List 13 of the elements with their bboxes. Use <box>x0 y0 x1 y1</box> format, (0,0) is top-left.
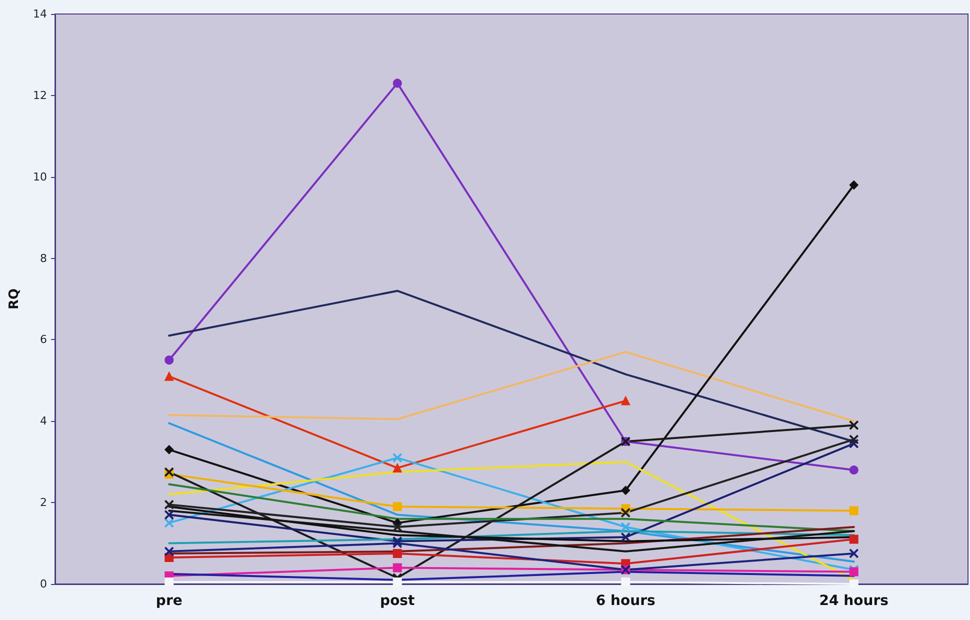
y-tick-label: 4 <box>40 414 47 428</box>
x-tick-label: 6 hours <box>596 593 656 609</box>
y-tick-label: 6 <box>40 333 47 346</box>
y-tick-label: 10 <box>33 170 47 184</box>
x-tick-label: pre <box>156 593 182 609</box>
y-tick-label: 8 <box>40 252 47 265</box>
y-axis-title: RQ <box>7 288 22 310</box>
x-tick-label: 24 hours <box>819 593 888 609</box>
x-tick-label: post <box>380 593 416 609</box>
y-tick-label: 2 <box>40 496 47 510</box>
y-tick-label: 14 <box>33 8 47 20</box>
y-tick-label: 0 <box>40 578 47 590</box>
y-tick-label: 12 <box>33 88 47 102</box>
